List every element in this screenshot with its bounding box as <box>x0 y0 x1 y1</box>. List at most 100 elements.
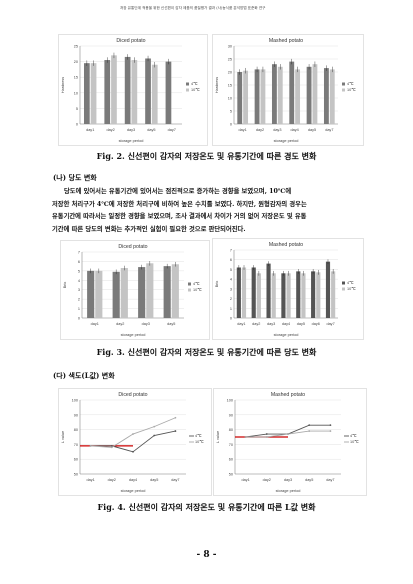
y-tick-label: 10 <box>228 97 232 101</box>
y-tick-label: 6 <box>230 258 232 262</box>
legend-swatch <box>342 281 345 285</box>
x-tick-label: day4 <box>129 478 137 482</box>
chart-frame <box>60 240 210 340</box>
data-point <box>308 430 311 432</box>
bar <box>87 270 95 318</box>
x-tick-label: day3 <box>273 128 281 132</box>
y-tick-label: 0 <box>230 123 232 127</box>
y-tick-label: 20 <box>74 60 78 64</box>
x-axis-label: storage period <box>274 332 299 337</box>
x-axis-label: storage period <box>276 488 301 493</box>
y-tick-label: 0 <box>76 123 78 127</box>
y-tick-label: 5 <box>230 110 232 114</box>
legend-label: 10℃ <box>347 88 356 92</box>
legend-label: 10℃ <box>350 440 359 444</box>
x-tick-label: day3 <box>142 322 150 326</box>
section-b-title: (나) 당도 변화 <box>53 173 97 182</box>
bar <box>146 263 154 318</box>
y-tick-label: 60 <box>229 458 233 462</box>
chart-frame <box>58 388 212 496</box>
y-tick-label: 15 <box>228 84 232 88</box>
legend-swatch <box>342 287 345 291</box>
y-tick-label: 4 <box>230 278 232 282</box>
y-tick-label: 5 <box>78 269 80 273</box>
x-tick-label: day2 <box>106 128 114 132</box>
paragraph-line: 기간에 따른 당도의 변화는 추가적인 실험이 필요한 것으로 판단되어진다. <box>52 225 246 233</box>
x-tick-label: day5 <box>305 478 313 482</box>
y-tick-label: 3 <box>230 287 232 291</box>
x-tick-label: day1 <box>237 322 245 326</box>
bar <box>83 63 90 124</box>
x-tick-label: day6 <box>312 322 320 326</box>
bar <box>112 271 120 318</box>
y-tick-label: 7 <box>230 249 232 253</box>
chart-diced-hardness: Diced potato 0 5 10 15 20 25 Hardness day1 day2 da… <box>58 34 208 146</box>
data-point <box>153 434 156 437</box>
y-tick-label: 60 <box>74 458 78 462</box>
chart-mashed-hardness: Mashed potato 0 5 10 15 20 25 30 Hardness day1 day… <box>212 34 364 146</box>
y-tick-label: 2 <box>78 298 80 302</box>
y-tick-label: 1 <box>78 307 80 311</box>
chart-title: Diced potato <box>118 392 147 398</box>
bar <box>266 263 271 318</box>
y-tick-label: 5 <box>76 107 78 111</box>
chart-title: Diced potato <box>116 38 145 44</box>
x-tick-label: day2 <box>108 478 116 482</box>
data-point <box>265 436 268 438</box>
bar <box>316 272 321 318</box>
x-tick-label: day4 <box>282 322 290 326</box>
legend-swatch <box>186 88 189 92</box>
data-point <box>308 424 311 427</box>
data-point <box>110 446 113 449</box>
paragraph-line: 당도에 있어서는 유통기간에 있어서는 점진적으로 증가하는 경향을 보였으며,… <box>64 188 292 195</box>
x-tick-label: day5 <box>147 128 155 132</box>
bar <box>281 273 286 318</box>
x-tick-label: day5 <box>150 478 158 482</box>
legend-label: 4℃ <box>191 82 198 86</box>
y-tick-label: 0 <box>230 317 232 321</box>
bar <box>241 267 247 318</box>
chart-diced-lvalue: Diced potato 50 60 70 80 90 100 L value day1 day2… <box>58 388 212 496</box>
y-axis-label: Hardness <box>215 77 219 93</box>
x-axis-label: storage period <box>274 138 299 143</box>
paragraph-sugar: 당도에 있어서는 유통기간에 있어서는 점진적으로 증가하는 경향을 보였으며,… <box>52 186 380 236</box>
data-point <box>89 444 92 447</box>
legend-label: 4℃ <box>347 82 354 86</box>
paragraph-line: 저장한 처리구가 4℃에 저장한 처리구에 비하여 높은 수치를 보였다. 하지… <box>52 200 307 208</box>
bar <box>256 273 261 318</box>
y-axis-label: L value <box>61 431 65 443</box>
bar <box>131 60 138 124</box>
bar <box>325 261 331 318</box>
x-axis-label: storage period <box>121 332 146 337</box>
bar <box>329 69 335 124</box>
bar <box>163 266 171 318</box>
bar <box>111 55 117 124</box>
chart-mashed-lvalue: Mashed potato 50 60 70 80 90 100 L value day1 day… <box>213 388 367 496</box>
bar <box>286 273 291 318</box>
legend-label: 10℃ <box>195 440 204 444</box>
x-tick-label: day2 <box>116 322 124 326</box>
y-tick-label: 80 <box>229 428 233 432</box>
data-point <box>287 433 289 435</box>
y-tick-label: 80 <box>74 428 78 432</box>
x-axis-label: storage period <box>121 488 146 493</box>
bar <box>289 61 295 124</box>
y-tick-label: 0 <box>78 317 80 321</box>
figure-2-caption: Fig. 2. 신선편이 감자의 저장온도 및 유통기간에 따른 경도 변화 <box>96 151 317 161</box>
bar <box>237 72 243 124</box>
y-tick-label: 4 <box>78 279 80 283</box>
x-tick-label: day5 <box>167 322 175 326</box>
y-tick-label: 25 <box>228 58 232 62</box>
bar <box>236 267 241 318</box>
x-tick-label: day1 <box>91 322 99 326</box>
y-tick-label: 50 <box>229 473 233 477</box>
y-tick-label: 6 <box>78 260 80 264</box>
bar <box>138 267 146 318</box>
data-point <box>244 436 247 438</box>
data-point <box>110 444 113 447</box>
bar <box>296 271 301 318</box>
bar <box>90 63 97 124</box>
x-tick-label: day7 <box>326 478 334 482</box>
data-point <box>329 424 332 427</box>
bar <box>151 64 158 124</box>
